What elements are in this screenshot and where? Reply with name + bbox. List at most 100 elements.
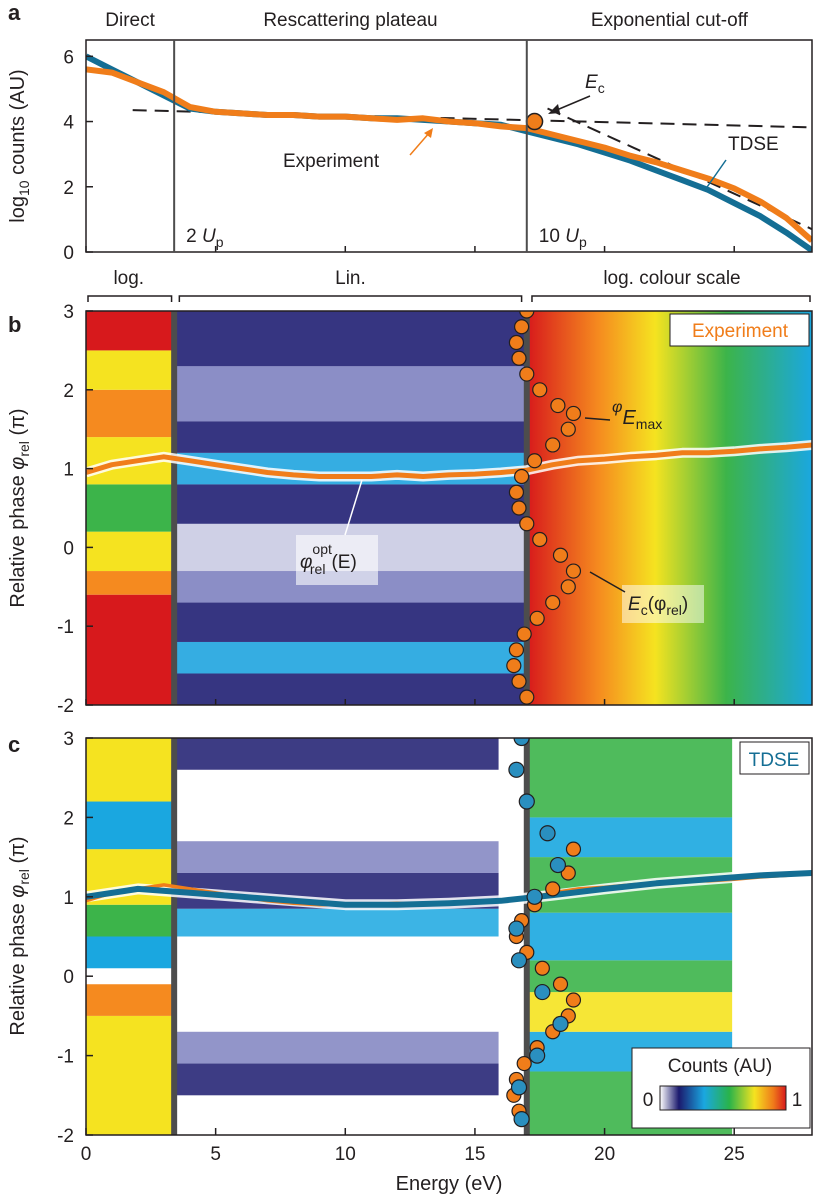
heat-mid-band [174, 311, 527, 367]
x-tick-label: 0 [81, 1144, 92, 1165]
ec-point [519, 689, 535, 705]
heat-band [86, 531, 175, 572]
heat-band [86, 594, 175, 705]
heat-mid-band [174, 841, 499, 873]
heat-right-band [526, 817, 733, 858]
colorbar-max: 1 [792, 1090, 803, 1111]
ec-point-tdse [513, 1111, 530, 1128]
phi-emax-label: φEmax [612, 399, 662, 432]
panel-b: b -2 -1 0 1 2 3 Relative phase φrel (π) Exper… [7, 302, 813, 717]
ec-point [516, 626, 532, 642]
ec-point-tdse [513, 738, 530, 747]
heat-band [86, 311, 175, 351]
heat-mid-band [174, 421, 527, 453]
heat-right-band [526, 912, 733, 961]
panel-a: a Direct Rescattering plateau Exponential … [7, 0, 813, 264]
region-label: Exponential cut-off [591, 10, 749, 31]
panel-c-letter: c [8, 732, 20, 757]
ec-point [508, 334, 525, 351]
colorbar-min: 0 [643, 1090, 654, 1111]
y-tick-label: 2 [63, 178, 74, 199]
heat-mid-band [174, 602, 527, 642]
heat-band [86, 904, 175, 937]
heat-band [86, 984, 175, 1016]
tdse-arrow [704, 159, 727, 191]
ec-phi-label-bg [622, 585, 704, 623]
ec-point-tdse [526, 888, 543, 905]
ec-point [526, 453, 543, 469]
legend-experiment: Experiment [692, 321, 789, 342]
ec-point [545, 594, 561, 611]
ec-point-tdse [508, 920, 525, 937]
ec-label: Ec [585, 72, 605, 96]
panel-c-ylabel: Relative phase φrel (π) [7, 836, 32, 1035]
ec-phi-arrow [589, 571, 626, 593]
ec-point-experiment [565, 992, 582, 1008]
heat-right-band [526, 738, 733, 818]
scale-label: Lin. [335, 268, 366, 289]
heat-band [86, 968, 175, 985]
tdse-line [86, 53, 812, 252]
x-tick-label: 10 [335, 1144, 356, 1165]
y-tick-label: 6 [63, 47, 74, 68]
heat-mid-band [174, 366, 527, 422]
x-tick-label: 25 [724, 1144, 745, 1165]
ec-point-experiment [560, 865, 576, 881]
legend-box [739, 741, 810, 775]
tdse-label: TDSE [728, 134, 779, 155]
heat-band [86, 484, 175, 532]
y-tick-label: 1 [63, 460, 74, 481]
heat-right [526, 311, 812, 705]
heat-mid-band [174, 908, 499, 937]
ec-point [519, 366, 535, 382]
ec-point-tdse [534, 983, 551, 1001]
ec-point [508, 642, 525, 658]
ec-point [550, 397, 566, 414]
heat-band [86, 738, 175, 802]
ec-arrowhead [548, 104, 560, 114]
y-tick-label: 2 [63, 808, 74, 829]
ec-point-tdse [510, 1079, 528, 1096]
x-tick-label: 20 [594, 1144, 615, 1165]
heat-boundary [171, 738, 178, 1135]
scale-label: log. [113, 268, 144, 289]
heat-mid-band [174, 673, 527, 705]
heat-mid-band [174, 738, 499, 770]
ec-point [560, 421, 576, 437]
ec-point [560, 579, 576, 595]
y-tick-label: 2 [63, 381, 74, 402]
panel-c-xlabel: Energy (eV) [396, 1173, 503, 1195]
tdse-curve [86, 870, 812, 908]
panel-b-ylabel: Relative phase φrel (π) [7, 408, 32, 607]
ec-point-tdse [552, 1015, 569, 1032]
ec-point [508, 484, 525, 500]
ec-marker [525, 112, 544, 131]
experiment-arrow [409, 131, 431, 156]
panel-a-letter: a [8, 0, 21, 25]
ec-point [511, 673, 527, 689]
heat-boundary [171, 311, 178, 705]
ec-point [552, 547, 569, 563]
heat-band [86, 350, 175, 390]
y-tick-label: 0 [63, 243, 74, 264]
heat-mid-band [174, 641, 527, 674]
colour-scale-indicators: log. Lin. log. colour scale [87, 268, 811, 302]
colorbar-title: Counts (AU) [668, 1056, 773, 1077]
ec-point [513, 319, 530, 335]
x-tick-label: 15 [464, 1144, 485, 1165]
phi-opt-label: φopt rel (E) [300, 541, 357, 577]
heat-mid-band [174, 1063, 499, 1096]
ec-point-tdse [508, 761, 525, 778]
ec-point [506, 657, 522, 674]
y-tick-label: 0 [63, 538, 74, 559]
panel-b-frame [85, 310, 813, 706]
ec-point-tdse [539, 825, 556, 842]
colorbar [659, 1085, 787, 1111]
y-tick-label: 4 [63, 113, 74, 134]
ec-point-tdse [549, 856, 567, 874]
y-tick-label: 3 [63, 729, 74, 750]
ec-point-experiment [545, 881, 561, 897]
ec-point-tdse [518, 793, 535, 810]
ec-point-experiment [516, 1055, 532, 1072]
